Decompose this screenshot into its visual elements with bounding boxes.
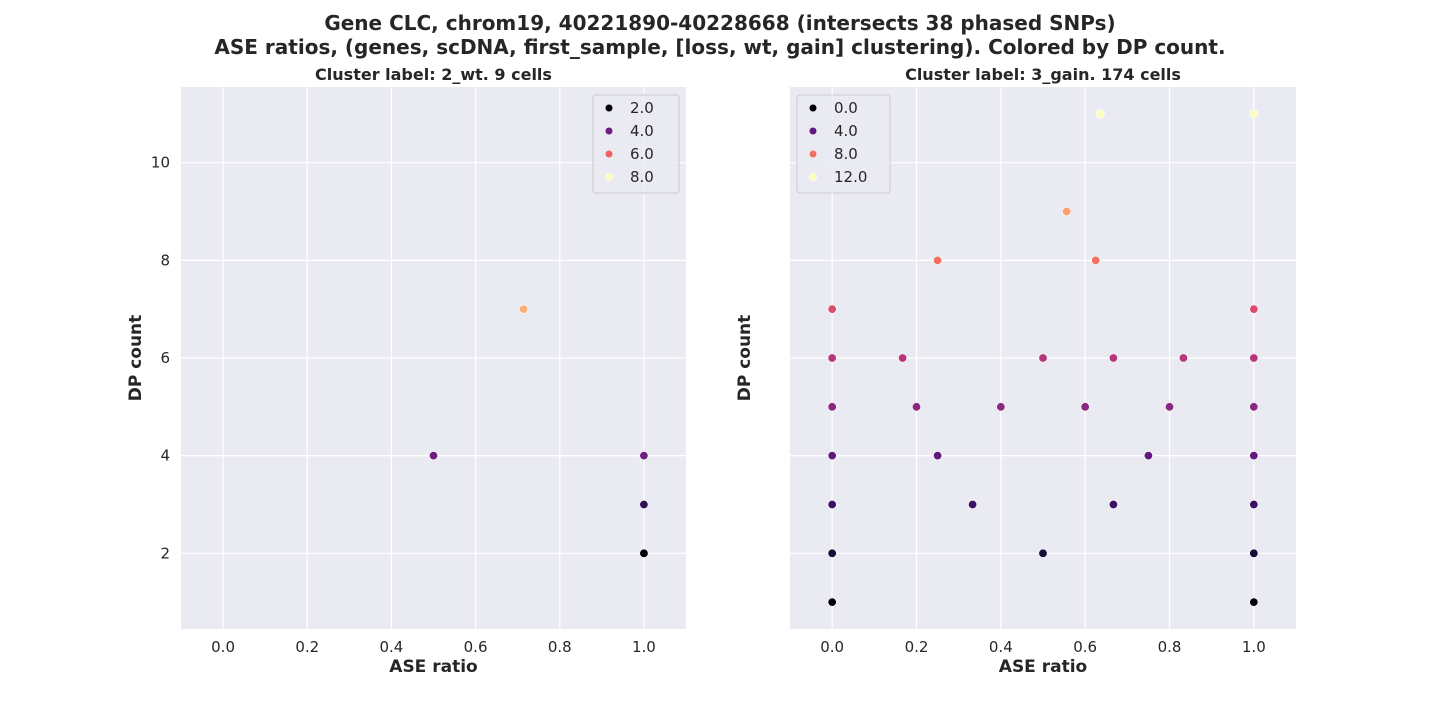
data-point [827, 499, 837, 509]
x-tick-label: 0.0 [820, 638, 844, 656]
data-point [898, 353, 908, 363]
legend-marker [808, 103, 818, 113]
y-tick-label: 8 [160, 251, 170, 269]
data-point [1249, 402, 1259, 412]
legend-label: 4.0 [834, 122, 858, 140]
y-tick-label: 2 [160, 544, 170, 562]
x-tick-label: 1.0 [1242, 638, 1266, 656]
legend-label: 0.0 [834, 99, 858, 117]
data-point [1178, 353, 1188, 363]
legend-label: 4.0 [630, 122, 654, 140]
legend-marker [604, 103, 614, 113]
x-tick-label: 0.6 [464, 638, 488, 656]
scatter-panel-gain: Cluster label: 3_gain. 174 cells 0.0 0.2 0.… [735, 65, 1296, 677]
data-point [1108, 499, 1118, 509]
data-point [1249, 597, 1259, 607]
legend-marker [604, 126, 614, 136]
data-point [1038, 548, 1048, 558]
legend-label: 12.0 [834, 168, 867, 186]
data-point [933, 255, 943, 265]
data-point [1143, 451, 1153, 461]
data-point [1249, 304, 1259, 314]
x-tick-label: 0.2 [905, 638, 929, 656]
x-tick-label: 0.2 [295, 638, 319, 656]
y-tick-label: 4 [160, 447, 170, 465]
data-point [827, 304, 837, 314]
data-point [827, 402, 837, 412]
legend-box [592, 94, 680, 194]
x-tick-label: 0.4 [379, 638, 403, 656]
y-tick-label: 10 [151, 154, 170, 172]
data-point [1165, 402, 1175, 412]
data-point [639, 548, 649, 558]
legend-label: 8.0 [834, 145, 858, 163]
legend-marker [808, 126, 818, 136]
x-tick-label: 0.6 [1073, 638, 1097, 656]
data-point [1095, 109, 1105, 119]
data-point [1038, 353, 1048, 363]
legend-marker [604, 149, 614, 159]
data-point [1091, 255, 1101, 265]
legend-label: 6.0 [630, 145, 654, 163]
y-axis-label: DP count [126, 315, 146, 402]
data-point [1249, 353, 1259, 363]
data-point [1249, 109, 1259, 119]
scatter-panel-wt: Cluster label: 2_wt. 9 cells 0.0 0.2 0.4 0.6… [126, 65, 686, 677]
x-axis-label: ASE ratio [389, 657, 477, 677]
data-point [827, 353, 837, 363]
data-point [639, 451, 649, 461]
legend-box [796, 94, 891, 194]
figure-title-line1: Gene CLC, chrom19, 40221890-40228668 (in… [324, 11, 1115, 35]
x-tick-label: 0.8 [1158, 638, 1182, 656]
x-tick-label: 0.4 [989, 638, 1013, 656]
data-point [639, 499, 649, 509]
y-axis-label: DP count [735, 315, 755, 402]
data-point [519, 304, 529, 314]
panel-title: Cluster label: 3_gain. 174 cells [905, 65, 1181, 84]
x-tick-label: 0.0 [211, 638, 235, 656]
data-point [1062, 207, 1072, 217]
data-point [1249, 499, 1259, 509]
legend-marker [808, 172, 818, 182]
data-point [428, 451, 438, 461]
x-axis-label: ASE ratio [999, 657, 1087, 677]
panel-title: Cluster label: 2_wt. 9 cells [315, 65, 552, 84]
legend-label: 8.0 [630, 168, 654, 186]
figure-title-line2: ASE ratios, (genes, scDNA, first_sample,… [214, 35, 1225, 59]
x-tick-label: 1.0 [632, 638, 656, 656]
legend-marker [604, 172, 614, 182]
data-point [996, 402, 1006, 412]
y-tick-label: 6 [160, 349, 170, 367]
data-point [827, 597, 837, 607]
legend-marker [808, 149, 818, 159]
data-point [827, 548, 837, 558]
data-point [1080, 402, 1090, 412]
x-tick-label: 0.8 [548, 638, 572, 656]
data-point [968, 499, 978, 509]
legend-label: 2.0 [630, 99, 654, 117]
data-point [1249, 451, 1259, 461]
data-point [1108, 353, 1118, 363]
data-point [1249, 548, 1259, 558]
data-point [911, 402, 921, 412]
data-point [827, 451, 837, 461]
data-point [933, 451, 943, 461]
